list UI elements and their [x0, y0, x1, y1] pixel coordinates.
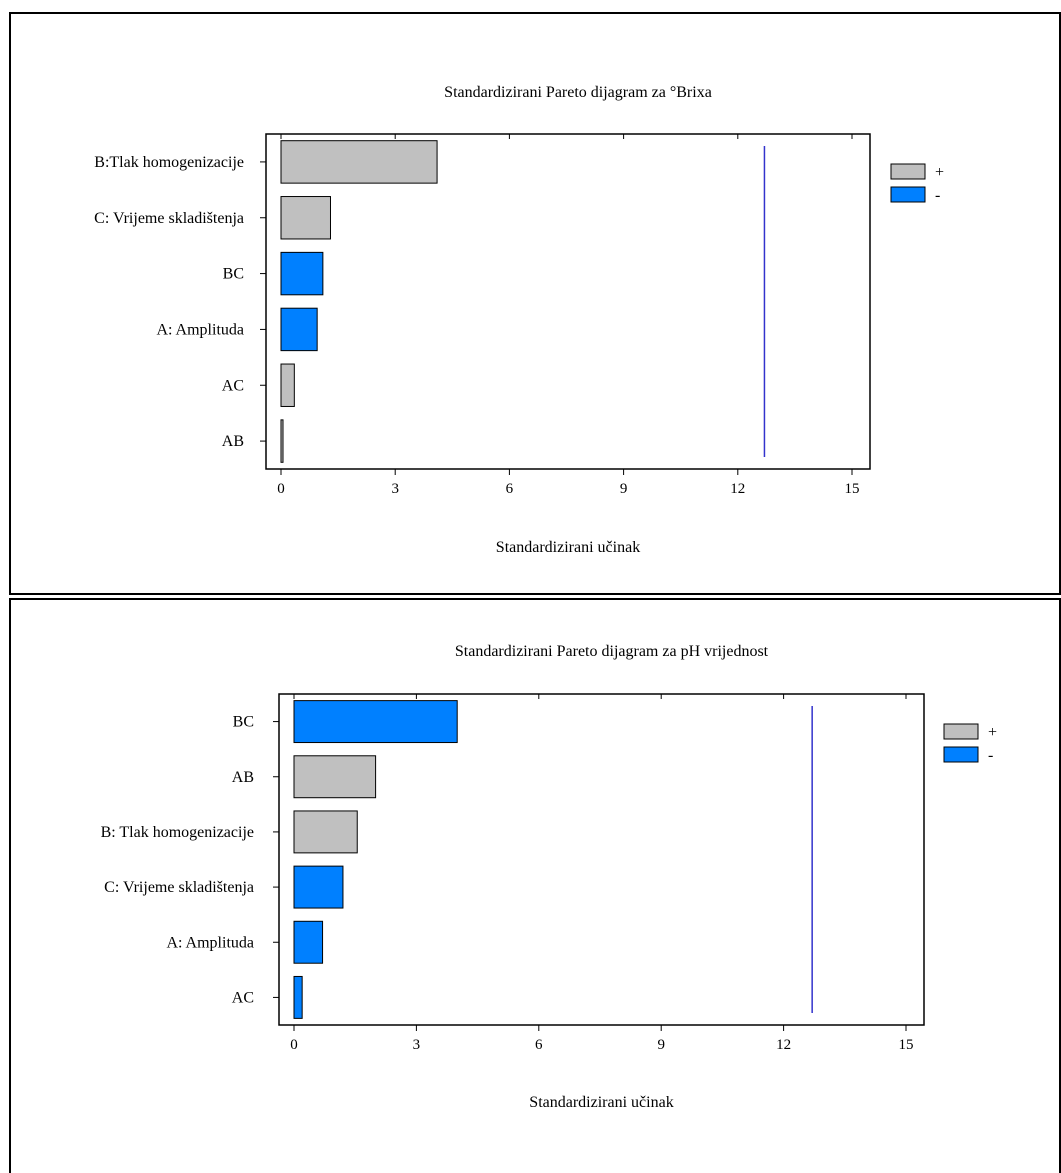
legend-label: + [935, 164, 944, 181]
bar [293, 975, 303, 1019]
bar [280, 419, 284, 463]
legend-label: + [988, 724, 997, 741]
legend-label: - [988, 747, 993, 764]
x-tick-label: 12 [776, 1037, 791, 1053]
legend-swatch [943, 746, 979, 763]
bar [293, 920, 324, 964]
x-axis-label: Standardizirani učinak [529, 1094, 673, 1111]
legend-swatch [890, 163, 926, 180]
category-label: A: Amplituda [166, 934, 254, 951]
x-tick-label: 3 [391, 481, 399, 497]
category-label: AB [222, 433, 244, 450]
category-label: B: Tlak homogenizacije [101, 824, 254, 841]
category-label: BC [223, 266, 244, 283]
plot-frame [265, 133, 871, 470]
bar [280, 363, 295, 407]
bar [293, 810, 358, 854]
x-tick-label: 3 [413, 1037, 421, 1053]
legend-label: - [935, 187, 940, 204]
bar [280, 307, 318, 352]
chart-panel-brix: Standardizirani Pareto dijagram za °Brix… [9, 12, 1061, 595]
bar [293, 755, 377, 799]
category-label: AC [232, 989, 254, 1006]
pareto-chart-ph: Standardizirani Pareto dijagram za pH vr… [101, 643, 997, 1111]
bar [280, 140, 438, 184]
category-label: AC [222, 377, 244, 394]
x-tick-label: 0 [277, 481, 285, 497]
chart-title: Standardizirani Pareto dijagram za pH vr… [455, 643, 769, 660]
x-tick-label: 12 [730, 481, 745, 497]
chart-title: Standardizirani Pareto dijagram za °Brix… [444, 84, 712, 101]
x-tick-label: 15 [845, 481, 860, 497]
chart-panel-ph: Standardizirani Pareto dijagram za pH vr… [9, 598, 1061, 1173]
x-axis-label: Standardizirani učinak [496, 539, 640, 556]
bar [280, 251, 324, 296]
plot-frame [278, 693, 925, 1026]
legend-swatch [943, 723, 979, 740]
bar [293, 700, 458, 744]
x-tick-label: 9 [620, 481, 628, 497]
category-label: A: Amplituda [156, 321, 244, 338]
category-label: AB [232, 769, 254, 786]
x-tick-label: 6 [506, 481, 514, 497]
category-label: C: Vrijeme skladištenja [94, 210, 244, 227]
x-tick-label: 9 [657, 1037, 665, 1053]
pareto-chart-brix: Standardizirani Pareto dijagram za °Brix… [94, 84, 944, 556]
category-label: C: Vrijeme skladištenja [104, 879, 254, 896]
bar [280, 196, 331, 240]
bar [293, 865, 344, 909]
x-tick-label: 15 [899, 1037, 914, 1053]
category-label: BC [233, 714, 254, 731]
category-label: B:Tlak homogenizacije [94, 154, 244, 171]
legend-swatch [890, 186, 926, 203]
x-tick-label: 0 [290, 1037, 298, 1053]
x-tick-label: 6 [535, 1037, 543, 1053]
